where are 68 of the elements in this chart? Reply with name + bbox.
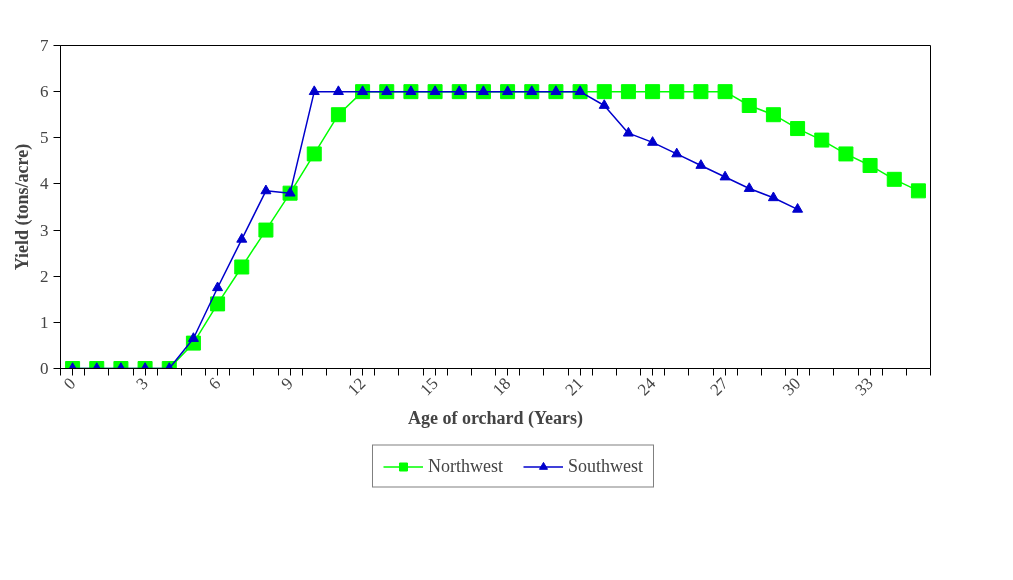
legend-label: Northwest	[427, 455, 503, 477]
point	[236, 233, 248, 243]
point	[767, 191, 779, 202]
point	[910, 183, 926, 199]
x-tick-label: 27	[706, 373, 733, 400]
point	[622, 126, 634, 137]
point	[647, 136, 659, 146]
point	[596, 84, 612, 100]
x-tick-label: 21	[561, 373, 587, 400]
point	[792, 203, 804, 213]
point	[260, 184, 272, 195]
point	[598, 99, 610, 109]
point	[814, 132, 830, 148]
point	[719, 170, 731, 181]
y-tick-label: 0	[40, 359, 49, 378]
y-tick-label: 5	[40, 128, 49, 148]
y-tick-label: 7	[40, 36, 49, 55]
point	[212, 281, 224, 292]
point	[429, 85, 441, 96]
point	[693, 84, 709, 100]
point	[620, 84, 636, 100]
point	[743, 182, 755, 192]
y-tick-label: 4	[40, 174, 49, 194]
point	[741, 97, 757, 113]
y-tick-label: 6	[40, 82, 49, 102]
x-tick-label: 0	[59, 373, 80, 394]
x-tick-label: 6	[204, 373, 225, 394]
point	[330, 107, 346, 123]
point	[574, 85, 586, 96]
x-tick-label: 12	[343, 373, 370, 400]
point	[862, 157, 878, 173]
point	[765, 107, 781, 123]
point	[671, 147, 683, 158]
point	[550, 85, 562, 96]
point	[357, 85, 369, 96]
point	[306, 146, 322, 162]
x-tick-label: 30	[778, 373, 805, 400]
y-tick-label: 2	[40, 266, 49, 286]
x-tick-label: 15	[416, 373, 442, 400]
x-tick-label: 3	[132, 373, 152, 394]
y-tick-label: 3	[40, 220, 49, 240]
x-tick-label: 24	[633, 373, 660, 400]
legend-label: Southwest	[567, 455, 644, 477]
y-axis-title: Yield (tons/acre)	[12, 143, 33, 271]
point	[695, 159, 707, 169]
point	[717, 84, 733, 100]
point	[526, 85, 538, 96]
x-tick-label: 18	[488, 373, 515, 400]
point	[308, 85, 320, 96]
point	[453, 85, 465, 96]
point	[332, 85, 344, 96]
x-tick-label: 9	[277, 373, 297, 394]
point	[258, 222, 274, 238]
point	[381, 85, 393, 96]
point	[790, 121, 806, 137]
point	[284, 186, 296, 197]
point	[477, 85, 489, 96]
point	[187, 332, 199, 342]
point	[669, 84, 685, 100]
point	[838, 146, 854, 162]
point	[645, 84, 661, 100]
y-tick-label: 1	[40, 312, 49, 332]
x-tick-label: 33	[851, 373, 877, 400]
point	[234, 259, 250, 275]
point	[502, 85, 514, 96]
point	[886, 171, 902, 187]
point	[405, 85, 417, 96]
x-axis-title: Age of orchard (Years)	[407, 408, 584, 430]
